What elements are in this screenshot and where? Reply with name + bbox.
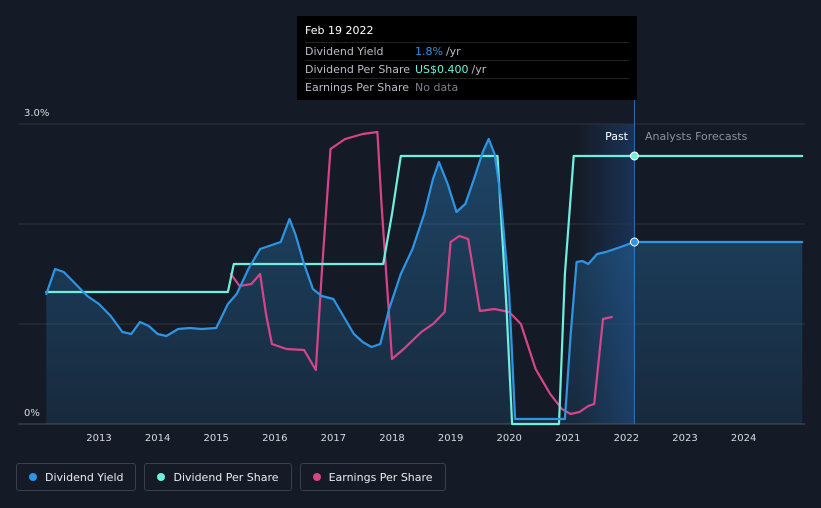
- legend: Dividend Yield Dividend Per Share Earnin…: [16, 463, 446, 491]
- x-tick-label: 2013: [86, 433, 111, 444]
- dividend-per-share-dot: [629, 151, 639, 161]
- legend-dot-icon: [29, 473, 37, 481]
- x-tick-label: 2016: [262, 433, 287, 444]
- x-tick-label: 2015: [203, 433, 228, 444]
- x-tick-label: 2020: [496, 433, 521, 444]
- tooltip-row-earnings-per-share: Earnings Per Share No data: [305, 78, 629, 96]
- legend-label: Earnings Per Share: [328, 470, 433, 484]
- x-tick-label: 2023: [672, 433, 697, 444]
- tooltip-unit: /yr: [471, 63, 487, 76]
- tooltip-value: US$0.400: [415, 63, 469, 76]
- tooltip-row-dividend-yield: Dividend Yield 1.8% /yr: [305, 42, 629, 60]
- tooltip-label: Dividend Yield: [305, 45, 384, 58]
- x-tick-label: 2021: [555, 433, 580, 444]
- dividend-yield-line: [45, 137, 804, 421]
- tooltip-label: Dividend Per Share: [305, 63, 411, 76]
- legend-label: Dividend Yield: [45, 470, 124, 484]
- legend-item-earnings-per-share[interactable]: Earnings Per Share: [299, 463, 446, 491]
- legend-item-dividend-yield[interactable]: Dividend Yield: [16, 463, 137, 491]
- legend-dot-icon: [312, 473, 321, 481]
- tooltip: Feb 19 2022 Dividend Yield 1.8% /yr Divi…: [297, 16, 637, 100]
- x-tick-label: 2014: [145, 433, 170, 444]
- tooltip-label: Earnings Per Share: [305, 81, 410, 94]
- x-tick-label: 2017: [321, 433, 346, 444]
- dividend-yield-dot: [629, 237, 639, 247]
- dividend-yield-area: [46, 139, 803, 424]
- dividend-per-share-line: [45, 154, 804, 426]
- x-tick-label: 2018: [379, 433, 404, 444]
- earnings-per-share-line: [229, 130, 613, 416]
- forecast-label: Analysts Forecasts: [645, 130, 748, 143]
- x-tick-label: 2024: [731, 433, 756, 444]
- y-tick-label-bottom: 0%: [24, 408, 40, 419]
- y-tick-label-top: 3.0%: [24, 108, 49, 119]
- tooltip-date: Feb 19 2022: [305, 24, 374, 37]
- tooltip-value: 1.8%: [415, 45, 443, 58]
- tooltip-row-dividend-per-share: Dividend Per Share US$0.400 /yr: [305, 60, 629, 78]
- x-tick-label: 2019: [438, 433, 463, 444]
- legend-dot-icon: [157, 473, 166, 481]
- legend-item-dividend-per-share[interactable]: Dividend Per Share: [144, 463, 292, 491]
- tooltip-value: No data: [415, 81, 459, 94]
- x-tick-label: 2022: [614, 433, 639, 444]
- legend-label: Dividend Per Share: [173, 470, 279, 484]
- tooltip-unit: /yr: [445, 45, 461, 58]
- past-label: Past: [605, 130, 629, 143]
